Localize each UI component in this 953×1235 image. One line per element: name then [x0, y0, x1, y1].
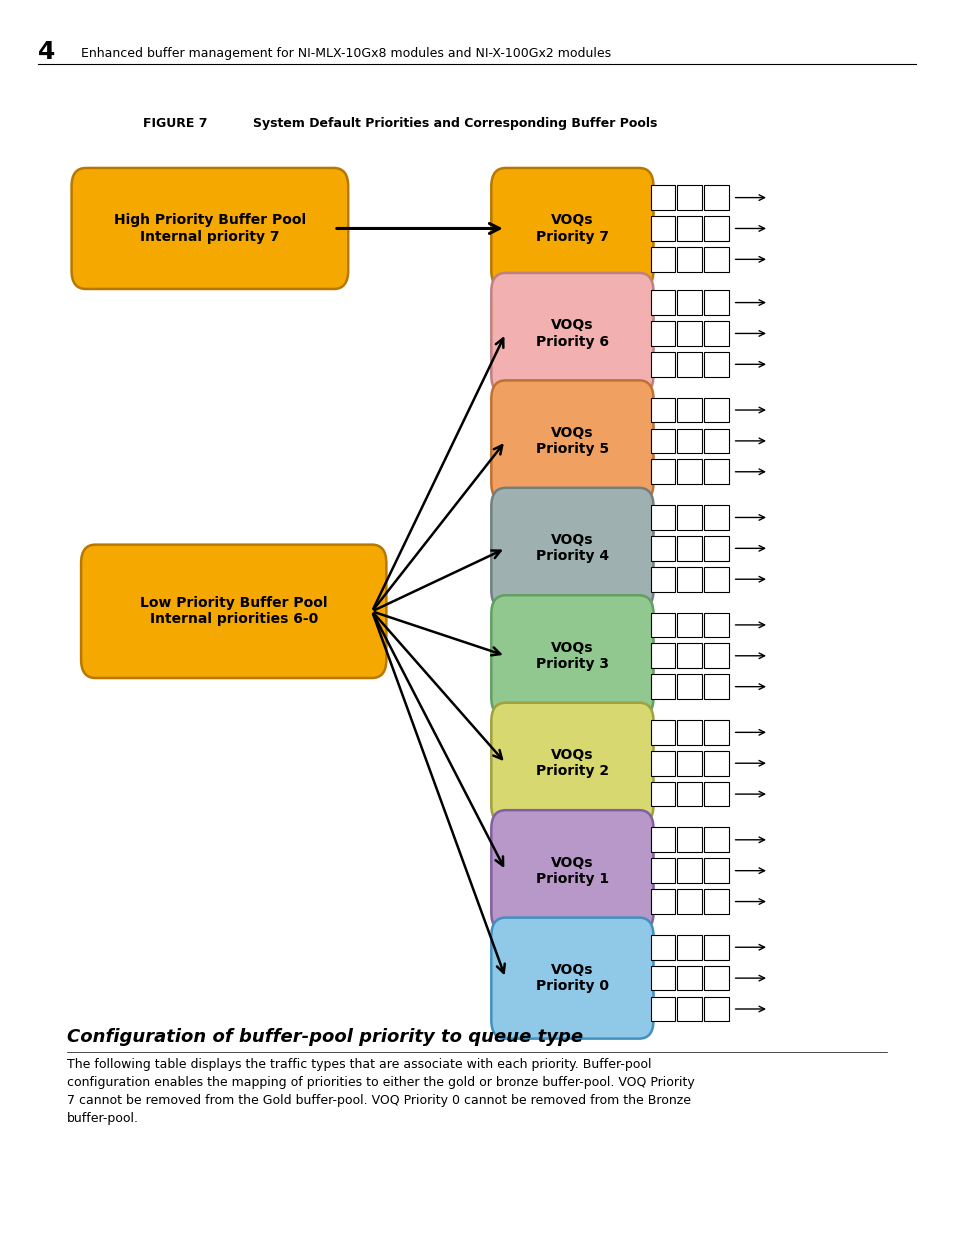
FancyBboxPatch shape [703, 935, 728, 960]
FancyBboxPatch shape [677, 889, 701, 914]
Text: Enhanced buffer management for NI-MLX-10Gx8 modules and NI-X-100Gx2 modules: Enhanced buffer management for NI-MLX-10… [81, 47, 611, 61]
FancyBboxPatch shape [491, 595, 653, 716]
Text: VOQs
Priority 1: VOQs Priority 1 [536, 856, 608, 885]
Text: VOQs
Priority 5: VOQs Priority 5 [536, 426, 608, 456]
FancyBboxPatch shape [677, 997, 701, 1021]
FancyBboxPatch shape [650, 567, 675, 592]
FancyBboxPatch shape [703, 782, 728, 806]
FancyBboxPatch shape [650, 321, 675, 346]
FancyBboxPatch shape [650, 643, 675, 668]
FancyBboxPatch shape [677, 290, 701, 315]
FancyBboxPatch shape [703, 185, 728, 210]
FancyBboxPatch shape [703, 889, 728, 914]
FancyBboxPatch shape [677, 720, 701, 745]
FancyBboxPatch shape [650, 782, 675, 806]
FancyBboxPatch shape [677, 827, 701, 852]
FancyBboxPatch shape [650, 613, 675, 637]
FancyBboxPatch shape [677, 398, 701, 422]
FancyBboxPatch shape [703, 398, 728, 422]
Text: The following table displays the traffic types that are associate with each prio: The following table displays the traffic… [67, 1058, 694, 1125]
FancyBboxPatch shape [491, 703, 653, 824]
FancyBboxPatch shape [703, 321, 728, 346]
FancyBboxPatch shape [677, 858, 701, 883]
Text: VOQs
Priority 0: VOQs Priority 0 [536, 963, 608, 993]
FancyBboxPatch shape [677, 567, 701, 592]
FancyBboxPatch shape [703, 567, 728, 592]
FancyBboxPatch shape [677, 352, 701, 377]
FancyBboxPatch shape [491, 168, 653, 289]
Text: VOQs
Priority 3: VOQs Priority 3 [536, 641, 608, 671]
FancyBboxPatch shape [677, 782, 701, 806]
FancyBboxPatch shape [650, 536, 675, 561]
FancyBboxPatch shape [650, 751, 675, 776]
FancyBboxPatch shape [650, 966, 675, 990]
FancyBboxPatch shape [703, 643, 728, 668]
FancyBboxPatch shape [703, 352, 728, 377]
FancyBboxPatch shape [677, 321, 701, 346]
Text: High Priority Buffer Pool
Internal priority 7: High Priority Buffer Pool Internal prior… [113, 214, 306, 243]
FancyBboxPatch shape [703, 429, 728, 453]
FancyBboxPatch shape [650, 889, 675, 914]
FancyBboxPatch shape [677, 505, 701, 530]
FancyBboxPatch shape [650, 398, 675, 422]
FancyBboxPatch shape [703, 674, 728, 699]
FancyBboxPatch shape [491, 273, 653, 394]
FancyBboxPatch shape [650, 352, 675, 377]
FancyBboxPatch shape [703, 216, 728, 241]
FancyBboxPatch shape [703, 247, 728, 272]
FancyBboxPatch shape [703, 536, 728, 561]
Text: VOQs
Priority 4: VOQs Priority 4 [536, 534, 608, 563]
FancyBboxPatch shape [677, 247, 701, 272]
FancyBboxPatch shape [650, 216, 675, 241]
FancyBboxPatch shape [677, 674, 701, 699]
FancyBboxPatch shape [650, 997, 675, 1021]
FancyBboxPatch shape [677, 966, 701, 990]
FancyBboxPatch shape [703, 505, 728, 530]
FancyBboxPatch shape [81, 545, 386, 678]
FancyBboxPatch shape [677, 459, 701, 484]
FancyBboxPatch shape [703, 720, 728, 745]
Text: VOQs
Priority 2: VOQs Priority 2 [536, 748, 608, 778]
FancyBboxPatch shape [677, 613, 701, 637]
FancyBboxPatch shape [677, 429, 701, 453]
Text: VOQs
Priority 6: VOQs Priority 6 [536, 319, 608, 348]
FancyBboxPatch shape [677, 216, 701, 241]
FancyBboxPatch shape [650, 674, 675, 699]
FancyBboxPatch shape [491, 488, 653, 609]
FancyBboxPatch shape [703, 459, 728, 484]
FancyBboxPatch shape [71, 168, 348, 289]
FancyBboxPatch shape [650, 459, 675, 484]
FancyBboxPatch shape [650, 505, 675, 530]
FancyBboxPatch shape [650, 429, 675, 453]
FancyBboxPatch shape [703, 827, 728, 852]
FancyBboxPatch shape [650, 935, 675, 960]
FancyBboxPatch shape [703, 858, 728, 883]
FancyBboxPatch shape [677, 643, 701, 668]
FancyBboxPatch shape [677, 935, 701, 960]
FancyBboxPatch shape [650, 290, 675, 315]
FancyBboxPatch shape [703, 290, 728, 315]
FancyBboxPatch shape [677, 751, 701, 776]
FancyBboxPatch shape [703, 613, 728, 637]
Text: 4: 4 [38, 40, 55, 63]
FancyBboxPatch shape [703, 966, 728, 990]
FancyBboxPatch shape [650, 827, 675, 852]
FancyBboxPatch shape [677, 536, 701, 561]
FancyBboxPatch shape [650, 247, 675, 272]
FancyBboxPatch shape [491, 810, 653, 931]
Text: FIGURE 7: FIGURE 7 [143, 117, 208, 131]
FancyBboxPatch shape [703, 751, 728, 776]
Text: System Default Priorities and Corresponding Buffer Pools: System Default Priorities and Correspond… [253, 117, 657, 131]
Text: VOQs
Priority 7: VOQs Priority 7 [536, 214, 608, 243]
FancyBboxPatch shape [650, 858, 675, 883]
FancyBboxPatch shape [677, 185, 701, 210]
FancyBboxPatch shape [650, 720, 675, 745]
FancyBboxPatch shape [491, 918, 653, 1039]
Text: Configuration of buffer-pool priority to queue type: Configuration of buffer-pool priority to… [67, 1028, 582, 1046]
Text: Low Priority Buffer Pool
Internal priorities 6-0: Low Priority Buffer Pool Internal priori… [140, 597, 327, 626]
FancyBboxPatch shape [703, 997, 728, 1021]
FancyBboxPatch shape [491, 380, 653, 501]
FancyBboxPatch shape [650, 185, 675, 210]
